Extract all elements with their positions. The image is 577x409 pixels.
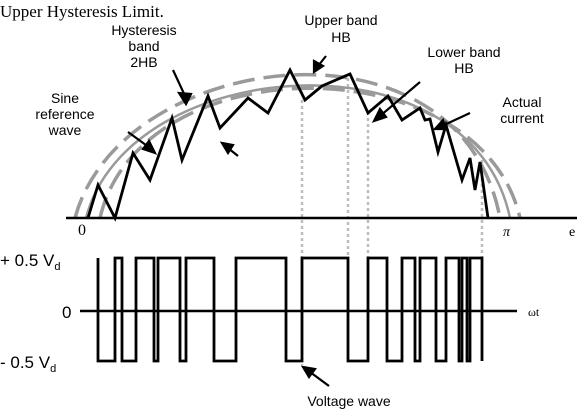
lower-band-label-2: HB xyxy=(454,60,473,76)
upper-band-label-2: HB xyxy=(331,29,350,45)
actual-current-trace xyxy=(86,66,490,222)
pos-voltage-label: + 0.5 Vd xyxy=(0,251,60,273)
upper-band-curve xyxy=(73,72,502,219)
lower-band-label-1: Lower band xyxy=(427,44,500,60)
sine-reference-label-1: Sine xyxy=(51,90,79,106)
hysteresis-band-label-2: band xyxy=(128,38,159,54)
lower-band-arrow xyxy=(379,81,421,117)
actual-current-arrow-head xyxy=(432,117,448,131)
voltage-wave-label: Voltage wave xyxy=(307,393,390,409)
actual-current-label-1: Actual xyxy=(503,94,542,110)
diagram-labels: Hysteresis band 2HB Sine reference wave … xyxy=(35,12,543,409)
sine-reference-label-3: wave xyxy=(48,122,82,138)
voltage-wave-arrow xyxy=(309,371,330,387)
upper-band-arrow-head xyxy=(312,59,326,75)
header-text: Upper Hysteresis Limit. xyxy=(0,2,164,21)
actual-current-arrow xyxy=(441,112,471,127)
hysteresis-band-label-3: 2HB xyxy=(130,54,157,70)
lower-band-curve xyxy=(98,86,522,219)
origin-label: 0 xyxy=(78,222,86,239)
pi-label: π xyxy=(503,225,511,240)
neg-voltage-label: - 0.5 Vd xyxy=(0,353,56,375)
annotation-arrows xyxy=(127,55,471,387)
sine-ref-arrow-head xyxy=(141,138,158,155)
lower-band-arrow-head xyxy=(371,106,388,123)
actual-current-label-2: current xyxy=(500,110,544,126)
omega-t-label: ωt xyxy=(528,305,540,319)
lower-limit-arrow-head xyxy=(219,141,235,156)
sine-reference-label-2: reference xyxy=(35,106,94,122)
theta-label: e xyxy=(569,225,575,240)
upper-band-label-1: Upper band xyxy=(304,12,377,28)
hysteresis-arrow-head xyxy=(176,91,193,107)
voltage-wave-arrow-head xyxy=(300,365,317,379)
voltage-pwm-wave xyxy=(96,256,484,363)
switching-guides xyxy=(300,78,484,365)
hysteresis-band-label-1: Hysteresis xyxy=(111,22,176,38)
zero-voltage-label: 0 xyxy=(62,303,71,322)
